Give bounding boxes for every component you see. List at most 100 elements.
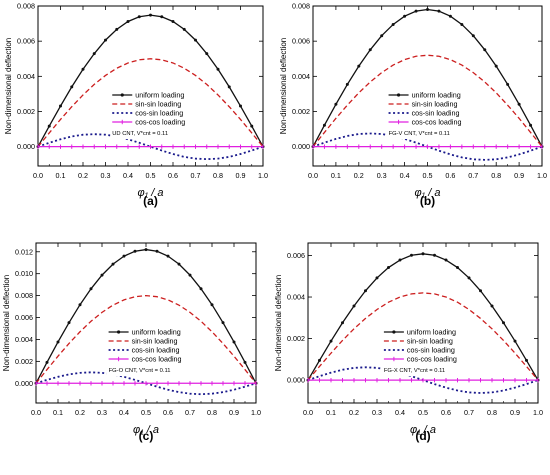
data-point-uniform <box>444 258 448 262</box>
annotation: FG-X CNT, V*cnt = 0.11 <box>384 368 445 374</box>
legend-marker <box>392 330 396 334</box>
data-point-uniform <box>100 273 104 277</box>
data-point-uniform <box>391 22 395 26</box>
x-tick-label: 0.2 <box>349 408 359 417</box>
data-point-uniform <box>448 14 452 18</box>
data-point-uniform <box>47 124 51 128</box>
x-tick-label: 0.5 <box>423 171 433 180</box>
data-point-uniform <box>387 266 390 270</box>
legend-entry: uniform loading <box>412 91 461 100</box>
y-tick-label: 0.006 <box>15 313 33 322</box>
x-tick-label: 0.0 <box>31 408 41 417</box>
x-tick-label: 0.4 <box>123 171 133 180</box>
x-tick-label: 0.3 <box>97 408 107 417</box>
data-point-uniform <box>368 48 372 52</box>
data-point-uniform <box>104 38 107 42</box>
x-tick-label: 0.8 <box>207 408 217 417</box>
data-point-uniform <box>341 321 344 325</box>
data-point-uniform <box>352 304 356 308</box>
data-point-uniform <box>56 340 60 344</box>
x-tick-label: 0.7 <box>464 408 474 417</box>
data-point-uniform <box>479 289 482 293</box>
data-point-uniform <box>502 321 505 325</box>
x-tick-label: 0.0 <box>33 171 43 180</box>
legend-marker <box>396 93 401 97</box>
x-axis-label: φ₁ / a <box>415 187 441 199</box>
x-axis-label: φ₁ / a <box>138 187 164 199</box>
data-point-uniform <box>471 34 475 38</box>
x-tick-label: 0.2 <box>354 171 364 180</box>
x-tick-label: 1.0 <box>251 408 261 417</box>
y-axis-label: Non-dimensional deflection <box>279 38 288 135</box>
y-axis-label: Non-dimensional deflection <box>4 38 13 135</box>
x-tick-label: 0.8 <box>491 171 501 180</box>
legend-entry: uniform loading <box>135 91 184 100</box>
data-point-uniform <box>59 104 62 108</box>
x-tick-label: 0.0 <box>303 408 313 417</box>
legend-entry: cos-sin loading <box>412 109 460 118</box>
x-tick-label: 0.2 <box>78 171 88 180</box>
data-point-uniform <box>216 67 220 71</box>
data-point-uniform <box>513 339 517 343</box>
x-tick-label: 0.6 <box>163 408 173 417</box>
legend-entry: sin-sin loading <box>135 100 181 109</box>
x-tick-label: 0.6 <box>168 171 178 180</box>
y-axis-label: Non-dimensional deflection <box>2 275 11 372</box>
legend-marker <box>117 330 121 334</box>
data-point-uniform <box>205 52 209 56</box>
data-point-uniform <box>322 123 326 127</box>
x-tick-label: 0.8 <box>487 408 497 417</box>
series-line-sin-sin <box>37 58 264 148</box>
x-tick-label: 0.1 <box>326 408 336 417</box>
data-point-uniform <box>122 254 126 258</box>
data-point-uniform <box>426 8 429 12</box>
data-point-uniform <box>250 124 254 128</box>
annotation: FG-O CNT, V*cnt = 0.11 <box>109 368 171 374</box>
data-point-uniform <box>375 276 379 280</box>
y-tick-label: 0.006 <box>287 251 305 260</box>
series-line-sin-sin <box>307 292 539 381</box>
data-point-uniform <box>460 22 464 26</box>
x-tick-label: 0.7 <box>468 171 478 180</box>
legend-entry: uniform loading <box>407 328 456 337</box>
x-tick-label: 0.1 <box>331 171 341 180</box>
legend-entry: cos-cos loading <box>412 118 462 127</box>
legend-marker <box>120 93 124 97</box>
legend-entry: sin-sin loading <box>132 337 178 346</box>
y-tick-label: 0.004 <box>292 72 310 81</box>
data-point-uniform <box>364 289 367 293</box>
x-tick-label: 0.4 <box>400 171 410 180</box>
x-tick-label: 0.1 <box>53 408 63 417</box>
data-point-uniform <box>155 249 159 253</box>
data-point-uniform <box>188 273 192 277</box>
y-axis-label: Non-dimensional deflection <box>274 275 283 372</box>
legend-entry: sin-sin loading <box>407 337 453 346</box>
legend-entry: sin-sin loading <box>412 100 458 109</box>
data-point-uniform <box>67 321 71 325</box>
legend-box <box>386 89 459 139</box>
data-point-uniform <box>494 64 498 68</box>
x-tick-label: 0.8 <box>213 171 223 180</box>
data-point-uniform <box>437 9 441 13</box>
series-line-sin-sin <box>35 294 257 384</box>
chart-panel-4: 0.0 0.1 0.2 0.3 0.4 0.5 0.6 0.7 0.8 0.9 1.0 0.000 0.… <box>274 242 543 443</box>
legend-entry: cos-sin loading <box>132 346 180 355</box>
y-tick-label: 0.004 <box>17 72 35 81</box>
data-point-uniform <box>126 19 130 23</box>
data-point-uniform <box>177 262 181 266</box>
legend-entry: cos-cos loading <box>135 118 185 127</box>
y-tick-label: 0.008 <box>292 2 310 11</box>
legend-box <box>381 326 454 376</box>
x-tick-label: 0.9 <box>236 171 246 180</box>
legend-entry: cos-cos loading <box>407 355 457 364</box>
x-tick-label: 1.0 <box>258 171 268 180</box>
data-point-uniform <box>380 34 384 38</box>
data-point-uniform <box>70 85 74 89</box>
data-point-uniform <box>239 104 242 108</box>
chart-panel-1: 0.0 0.1 0.2 0.3 0.4 0.5 0.6 0.7 0.8 0.9 1.0 0.000 0.… <box>4 2 268 209</box>
y-tick-label: 0.006 <box>17 37 35 46</box>
